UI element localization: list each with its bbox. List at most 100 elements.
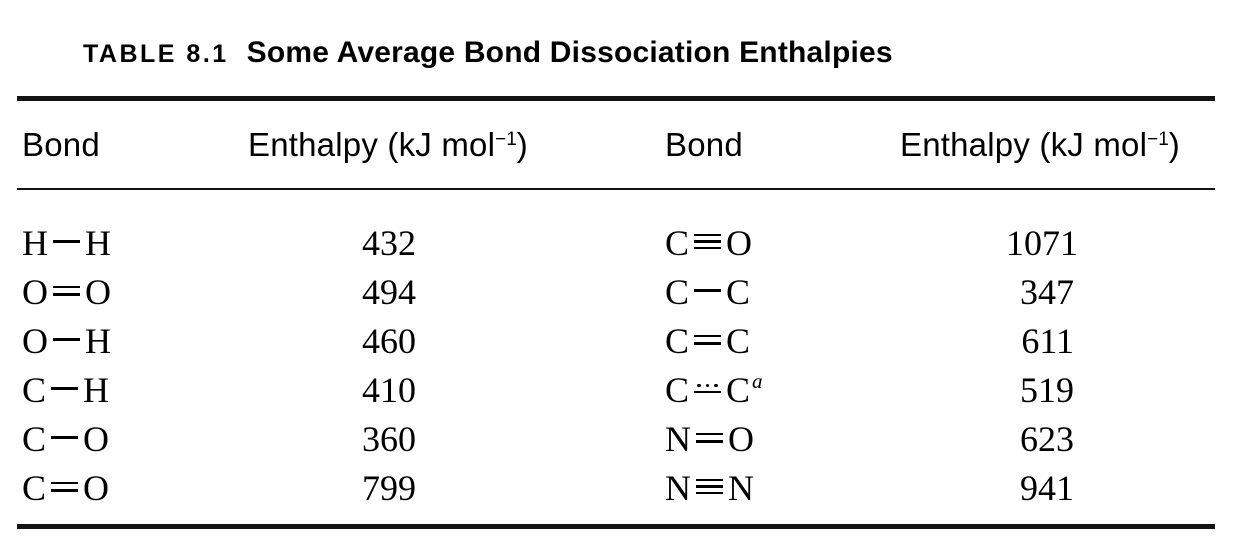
enthalpy-value: 611: [1021, 320, 1074, 361]
bond-line: [53, 285, 80, 288]
atom-symbol: C: [22, 369, 47, 410]
enthalpy-value: 519: [1020, 369, 1074, 410]
column-header-bond-right: Bond: [665, 125, 743, 163]
enthalpy-value: 799: [362, 467, 416, 508]
bond-symbol-single: [51, 387, 79, 390]
bond-symbol-double: [696, 432, 723, 443]
bond-symbol-single: [53, 240, 80, 243]
table-header-row: Bond Enthalpy (kJ mol−1) Bond Enthalpy (…: [17, 101, 1215, 188]
atom-symbol: H: [83, 369, 110, 410]
atom-symbol: O: [728, 418, 754, 459]
bond-line: [696, 485, 723, 488]
enthalpy-value: 360: [362, 418, 416, 459]
bond-line: [53, 240, 80, 243]
superscript-minus-one: −1: [1147, 128, 1169, 150]
atom-symbol: N: [665, 418, 691, 459]
bond-symbol-triple: [694, 233, 722, 250]
bond-dot: [714, 383, 719, 388]
bond-line: [696, 478, 723, 482]
bond-symbol-triple: [696, 478, 723, 495]
atom-symbol: H: [85, 222, 111, 263]
column-header-bond-left: Bond: [22, 125, 100, 163]
enthalpy-value: 410: [362, 369, 416, 410]
atom-symbol: H: [85, 320, 111, 361]
bond-dot: [697, 383, 701, 388]
column-header-enthalpy-left: Enthalpy (kJ mol−1): [248, 125, 528, 163]
bond-line: [694, 233, 722, 237]
bond-line: [53, 293, 80, 296]
atom-symbol: C: [665, 369, 690, 410]
column-header-enthalpy-right: Enthalpy (kJ mol−1): [900, 125, 1180, 163]
bond-dots: [697, 383, 719, 388]
atom-symbol: C: [665, 271, 690, 312]
atom-symbol: C: [726, 320, 751, 361]
bond-line: [696, 491, 723, 495]
bond-dot: [705, 383, 710, 388]
enthalpy-value: 1071: [1006, 222, 1078, 263]
atom-symbol: C: [665, 222, 690, 263]
bond-symbol-double: [53, 285, 80, 296]
bond-symbol-double: [51, 481, 79, 492]
atom-symbol: O: [83, 467, 110, 508]
bond-line: [53, 338, 80, 341]
atom-symbol: O: [22, 271, 48, 312]
bond-line: [694, 246, 722, 250]
bond-symbol-partial: [694, 383, 722, 394]
table-top-rule: [17, 96, 1215, 101]
bond-line: [694, 240, 722, 243]
bond-line: [694, 390, 722, 394]
table-header-rule: [17, 188, 1215, 190]
bond-symbol-single: [51, 436, 79, 439]
atom-symbol: N: [728, 467, 754, 508]
atom-symbol: H: [22, 222, 48, 263]
bond-symbol-double: [694, 334, 722, 345]
bond-line: [696, 440, 723, 443]
bond-line: [51, 436, 79, 439]
bond-line: [694, 342, 722, 345]
atom-symbol: O: [83, 418, 110, 459]
bond-symbol-single: [53, 338, 80, 341]
table-title-text: Some Average Bond Dissociation Enthalpie…: [246, 36, 893, 69]
table-number-label: TABLE 8.1: [83, 40, 229, 68]
bond-line: [694, 334, 722, 337]
atom-symbol: O: [22, 320, 48, 361]
enthalpy-value: 494: [362, 271, 416, 312]
enthalpy-value: 347: [1020, 271, 1074, 312]
atom-symbol: C: [665, 320, 690, 361]
atom-symbol: C: [22, 467, 47, 508]
atom-symbol: C: [726, 369, 751, 410]
bond-symbol-single: [694, 289, 722, 292]
table-bottom-rule: [17, 524, 1215, 529]
atom-symbol: O: [85, 271, 111, 312]
superscript-minus-one: −1: [495, 128, 517, 150]
table-title: TABLE 8.1 Some Average Bond Dissociation…: [83, 36, 893, 70]
enthalpy-value: 623: [1020, 418, 1074, 459]
bond-line: [694, 289, 722, 292]
atom-symbol: C: [22, 418, 47, 459]
bond-line: [51, 489, 79, 492]
bond-line: [696, 432, 723, 435]
bond-line: [51, 387, 79, 390]
footnote-marker: a: [752, 368, 763, 393]
enthalpy-value: 941: [1020, 467, 1074, 508]
bond-line: [51, 481, 79, 484]
atom-symbol: N: [665, 467, 691, 508]
enthalpy-value: 460: [362, 320, 416, 361]
